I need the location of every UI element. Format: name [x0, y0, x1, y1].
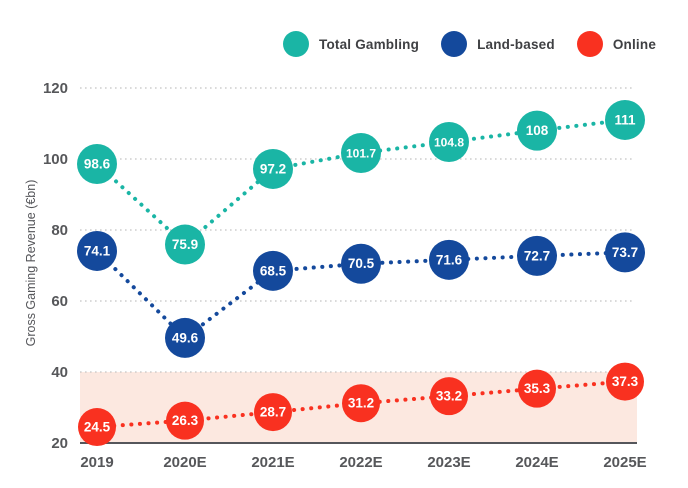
point-total-gambling-2023e — [429, 121, 469, 162]
y-tick-120: 120 — [43, 80, 68, 97]
point-label-land-based-2022e: 70.5 — [348, 256, 375, 271]
point-label-total-gambling-2022e: 101.7 — [346, 146, 376, 160]
point-online-2021e — [254, 393, 292, 432]
point-land-based-2021e — [253, 250, 293, 291]
x-tick-2024e: 2024E — [515, 454, 558, 471]
point-online-2025e — [606, 362, 644, 401]
x-tick-2020e: 2020E — [163, 454, 206, 471]
point-label-total-gambling-2024e: 108 — [526, 123, 549, 138]
point-total-gambling-2025e — [605, 99, 645, 140]
x-tick-2023e: 2023E — [427, 454, 470, 471]
point-label-total-gambling-2021e: 97.2 — [260, 161, 286, 176]
point-label-land-based-2019: 74.1 — [84, 243, 111, 258]
point-label-online-2019: 24.5 — [84, 420, 111, 435]
point-label-total-gambling-2025e: 111 — [614, 112, 636, 127]
point-label-online-2023e: 33.2 — [436, 389, 462, 404]
y-tick-40: 40 — [51, 364, 68, 381]
legend-dot-land-based-icon — [441, 31, 468, 57]
point-label-online-2020e: 26.3 — [172, 413, 199, 428]
legend-item-total-gambling: Total Gambling — [283, 31, 419, 57]
legend-dot-total-gambling-icon — [283, 31, 309, 57]
y-tick-20: 20 — [51, 435, 68, 452]
point-label-online-2021e: 28.7 — [260, 405, 286, 420]
point-land-based-2024e — [517, 235, 557, 276]
point-land-based-2025e — [605, 232, 645, 273]
point-label-land-based-2025e: 73.7 — [612, 245, 638, 260]
y-tick-100: 100 — [43, 151, 68, 168]
point-land-based-2019 — [77, 230, 117, 271]
x-tick-2021e: 2021E — [251, 454, 294, 471]
legend-label-total-gambling: Total Gambling — [319, 36, 420, 52]
point-label-online-2024e: 35.3 — [524, 381, 551, 396]
x-tick-2022e: 2022E — [339, 454, 382, 471]
point-label-land-based-2023e: 71.6 — [436, 252, 463, 267]
point-label-online-2022e: 31.2 — [348, 396, 374, 411]
point-total-gambling-2020e — [165, 224, 205, 265]
point-online-2022e — [342, 384, 380, 423]
point-label-total-gambling-2023e: 104.8 — [434, 135, 464, 149]
point-land-based-2022e — [341, 243, 381, 284]
legend-label-online: Online — [612, 36, 657, 52]
x-tick-2025e: 2025E — [603, 454, 646, 471]
legend-item-land-based: Land-based — [441, 31, 555, 57]
point-total-gambling-2024e — [517, 110, 557, 151]
point-online-2024e — [518, 369, 556, 408]
point-online-2023e — [430, 377, 468, 416]
point-label-land-based-2020e: 49.6 — [172, 330, 199, 345]
point-label-online-2025e: 37.3 — [612, 374, 639, 389]
point-total-gambling-2022e — [341, 132, 381, 173]
x-tick-2019: 2019 — [80, 454, 113, 471]
point-online-2019 — [78, 408, 116, 447]
legend-label-land-based: Land-based — [477, 36, 555, 52]
y-tick-60: 60 — [51, 293, 68, 310]
point-label-land-based-2024e: 72.7 — [524, 248, 550, 263]
point-total-gambling-2019 — [77, 143, 117, 184]
legend-item-online: Online — [576, 31, 657, 57]
y-tick-80: 80 — [51, 222, 68, 239]
y-axis-title: Gross Gaming Revenue (€bn) — [24, 180, 38, 347]
point-online-2020e — [166, 401, 204, 440]
point-total-gambling-2021e — [253, 148, 293, 189]
point-label-total-gambling-2019: 98.6 — [84, 156, 111, 171]
point-label-total-gambling-2020e: 75.9 — [172, 237, 198, 252]
point-land-based-2023e — [429, 239, 469, 280]
point-land-based-2020e — [165, 317, 205, 358]
point-label-land-based-2021e: 68.5 — [260, 263, 287, 278]
legend-dot-online-icon — [576, 31, 603, 57]
chart-legend: Total Gambling Land-based Online — [283, 31, 656, 57]
